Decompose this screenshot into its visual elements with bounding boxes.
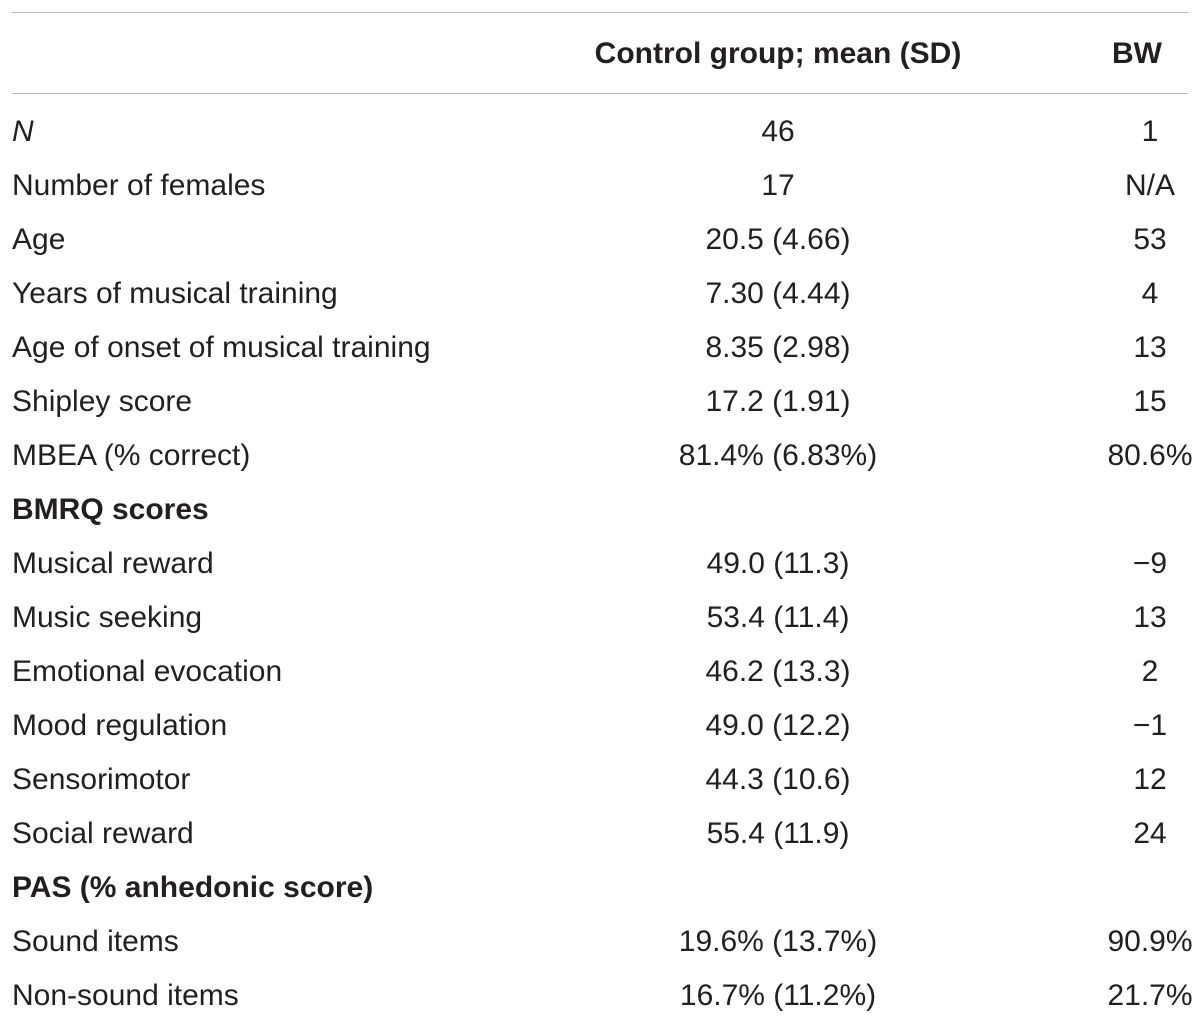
row-control-value: 55.4 (11.9): [706, 817, 850, 850]
table-row-n: N 46 1: [12, 105, 1188, 159]
row-bw-value: 15: [1133, 385, 1167, 418]
row-control-value: 46: [761, 115, 795, 148]
table-row-emotional-evocation: Emotional evocation 46.2 (13.3) 2: [12, 645, 1188, 699]
row-control-value: 49.0 (11.3): [706, 547, 850, 580]
row-bw-value: 12: [1133, 763, 1167, 796]
row-control-value: 7.30 (4.44): [705, 277, 851, 310]
header-control-group: Control group; mean (SD): [594, 37, 962, 70]
row-bw-value: 13: [1133, 601, 1167, 634]
row-label: MBEA (% correct): [12, 439, 251, 472]
row-label: Sensorimotor: [12, 763, 191, 796]
row-bw-value: 4: [1141, 277, 1159, 310]
row-bw-value: 24: [1133, 817, 1167, 850]
row-bw-value: −1: [1132, 709, 1168, 742]
row-control-value: 19.6% (13.7%): [678, 925, 878, 958]
row-bw-value: N/A: [1124, 169, 1175, 202]
row-control-value: 17: [761, 169, 795, 202]
row-bw-value: 13: [1133, 331, 1167, 364]
row-bw-value: −9: [1132, 547, 1168, 580]
table-row-age: Age 20.5 (4.66) 53: [12, 213, 1188, 267]
table-row-shipley: Shipley score 17.2 (1.91) 15: [12, 375, 1188, 429]
table-row-music-seeking: Music seeking 53.4 (11.4) 13: [12, 591, 1188, 645]
table-section-pas: PAS (% anhedonic score): [12, 861, 1188, 915]
table-row-females: Number of females 17 N/A: [12, 159, 1188, 213]
row-control-value: 16.7% (11.2%): [679, 979, 877, 1012]
table-section-bmrq: BMRQ scores: [12, 483, 1188, 537]
row-label: Social reward: [12, 817, 194, 850]
row-label: Shipley score: [12, 385, 193, 418]
header-bw: BW: [1112, 37, 1162, 70]
table-row-non-sound-items: Non-sound items 16.7% (11.2%) 21.7%: [12, 969, 1193, 1023]
row-label: Age of onset of musical training: [12, 331, 431, 364]
row-control-value: 46.2 (13.3): [705, 655, 851, 688]
row-label: Sound items: [12, 925, 179, 958]
row-bw-value: 53: [1133, 223, 1167, 256]
row-label: Years of musical training: [12, 277, 338, 310]
row-bw-value: 21.7%: [1107, 979, 1193, 1012]
table-row-musical-reward: Musical reward 49.0 (11.3) −9: [12, 537, 1188, 591]
table-header-rule: [12, 93, 1188, 94]
row-bw-value: 1: [1141, 115, 1159, 148]
row-label: Age: [12, 223, 66, 256]
row-label: Number of females: [12, 169, 266, 202]
row-control-value: 53.4 (11.4): [706, 601, 850, 634]
table-row-social-reward: Social reward 55.4 (11.9) 24: [12, 807, 1188, 861]
table-row-age-onset: Age of onset of musical training 8.35 (2…: [12, 321, 1188, 375]
row-label: Non-sound items: [12, 979, 239, 1012]
table-row-mbea: MBEA (% correct) 81.4% (6.83%) 80.6%: [12, 429, 1193, 483]
table-row-mood-regulation: Mood regulation 49.0 (12.2) −1: [12, 699, 1188, 753]
table-top-rule: [12, 12, 1188, 13]
section-heading: BMRQ scores: [12, 493, 209, 526]
row-bw-value: 90.9%: [1107, 925, 1193, 958]
table-header-row: Control group; mean (SD) BW: [12, 24, 1188, 84]
row-control-value: 44.3 (10.6): [705, 763, 851, 796]
table-row-years-training: Years of musical training 7.30 (4.44) 4: [12, 267, 1188, 321]
row-label: Emotional evocation: [12, 655, 283, 688]
row-control-value: 8.35 (2.98): [705, 331, 851, 364]
row-control-value: 20.5 (4.66): [705, 223, 851, 256]
row-bw-value: 2: [1141, 655, 1159, 688]
row-label: Music seeking: [12, 601, 203, 634]
row-label: Mood regulation: [12, 709, 228, 742]
section-heading: PAS (% anhedonic score): [12, 871, 374, 904]
row-bw-value: 80.6%: [1107, 439, 1193, 472]
table-row-sound-items: Sound items 19.6% (13.7%) 90.9%: [12, 915, 1193, 969]
row-control-value: 49.0 (12.2): [705, 709, 851, 742]
table-row-sensorimotor: Sensorimotor 44.3 (10.6) 12: [12, 753, 1188, 807]
row-label: Musical reward: [12, 547, 214, 580]
row-control-value: 17.2 (1.91): [705, 385, 851, 418]
table-body: N 46 1 Number of females 17 N/A Age 20.5…: [12, 105, 1193, 1023]
row-control-value: 81.4% (6.83%): [678, 439, 878, 472]
row-label: N: [12, 115, 34, 148]
